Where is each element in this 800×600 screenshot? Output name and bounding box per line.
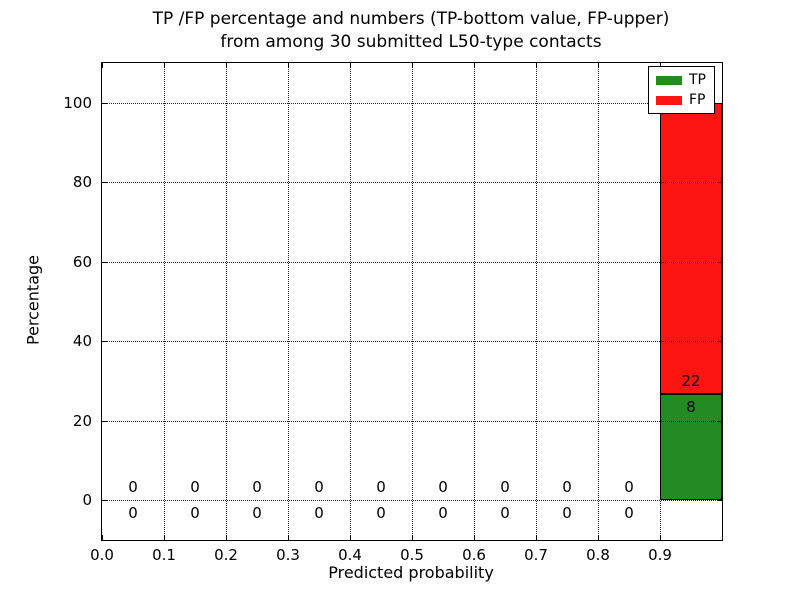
x-tick-label: 0.4 (338, 546, 362, 564)
fp-count-label: 0 (624, 478, 634, 496)
x-tick-label: 0.5 (400, 546, 424, 564)
x-tick-mark-top (536, 63, 537, 68)
y-tick-mark-right (717, 103, 722, 104)
x-tick-mark-bottom (288, 535, 289, 540)
fp-count-label: 22 (681, 372, 701, 390)
tp-count-label: 0 (562, 503, 572, 522)
fp-count-label: 0 (438, 478, 448, 496)
y-tick-mark-left (102, 341, 107, 342)
fp-count-label: 0 (562, 478, 572, 496)
fp-count-label: 0 (252, 478, 262, 496)
y-tick-mark-left (102, 182, 107, 183)
x-tick-mark-bottom (536, 535, 537, 540)
y-tick-label: 40 (72, 332, 92, 351)
x-tick-mark-bottom (164, 535, 165, 540)
x-tick-mark-bottom (474, 535, 475, 540)
x-tick-mark-top (350, 63, 351, 68)
tp-count-label: 0 (624, 503, 634, 522)
legend-item-fp: FP (649, 90, 714, 110)
x-tick-mark-top (288, 63, 289, 68)
legend-item-tp: TP (649, 70, 714, 90)
x-tick-mark-top (660, 63, 661, 68)
x-tick-mark-bottom (226, 535, 227, 540)
legend-label-fp: FP (689, 92, 706, 108)
tp-count-label: 0 (500, 503, 510, 522)
y-tick-label: 80 (72, 173, 92, 192)
y-tick-label: 60 (72, 252, 92, 271)
x-tick-mark-bottom (102, 535, 103, 540)
y-tick-mark-left (102, 421, 107, 422)
fp-count-label: 0 (128, 478, 138, 496)
x-tick-label: 0.6 (462, 546, 486, 564)
tp-count-label: 0 (252, 503, 262, 522)
x-tick-mark-bottom (598, 535, 599, 540)
gridline-vertical (598, 63, 599, 540)
tp-swatch (656, 75, 682, 85)
y-tick-mark-right (717, 500, 722, 501)
gridline-vertical (412, 63, 413, 540)
gridline-vertical (164, 63, 165, 540)
x-tick-mark-top (598, 63, 599, 68)
tp-count-label: 0 (438, 503, 448, 522)
y-tick-mark-left (102, 500, 107, 501)
x-tick-mark-top (412, 63, 413, 68)
x-tick-mark-top (226, 63, 227, 68)
gridline-vertical (226, 63, 227, 540)
gridline-vertical (536, 63, 537, 540)
x-tick-mark-top (164, 63, 165, 68)
y-tick-mark-right (717, 182, 722, 183)
x-tick-label: 0.8 (586, 546, 610, 564)
y-tick-mark-left (102, 103, 107, 104)
chart-title-line2: from among 30 submitted L50-type contact… (220, 32, 602, 52)
x-tick-label: 0.7 (524, 546, 548, 564)
y-tick-label: 100 (63, 93, 92, 112)
bar-segment-tp (660, 394, 722, 501)
tp-count-label: 0 (190, 503, 200, 522)
fp-count-label: 0 (500, 478, 510, 496)
x-tick-label: 0.2 (214, 546, 238, 564)
x-tick-mark-bottom (412, 535, 413, 540)
fp-count-label: 0 (376, 478, 386, 496)
gridline-vertical (350, 63, 351, 540)
plot-area: 0.0 0.1 0.2 0.3 0.4 0.5 0.6 0.7 0.8 0.9 0 20 40 60 80 1… (63, 62, 723, 564)
x-tick-label: 0.9 (648, 546, 672, 564)
x-tick-label: 0.1 (152, 546, 176, 564)
tp-count-label: 8 (686, 397, 696, 416)
y-tick-mark-right (717, 262, 722, 263)
gridline-vertical (660, 63, 661, 540)
x-tick-label: 0.0 (90, 546, 114, 564)
chart-title-line1: TP /FP percentage and numbers (TP-bottom… (152, 9, 670, 29)
x-tick-label: 0.3 (276, 546, 300, 564)
fp-count-label: 0 (190, 478, 200, 496)
y-tick-mark-left (102, 262, 107, 263)
x-tick-mark-top (102, 63, 103, 68)
fp-count-label: 0 (314, 478, 324, 496)
x-tick-mark-top (474, 63, 475, 68)
x-axis-label: Predicted probability (328, 563, 494, 582)
tp-count-label: 0 (128, 503, 138, 522)
bar-segment-fp (660, 102, 722, 395)
y-tick-label: 20 (72, 411, 92, 430)
chart-title: TP /FP percentage and numbers (TP-bottom… (101, 8, 721, 54)
legend-label-tp: TP (689, 72, 706, 88)
gridline-vertical (474, 63, 475, 540)
y-tick-mark-right (717, 341, 722, 342)
y-tick-label: 0 (82, 491, 92, 510)
y-tick-mark-right (717, 421, 722, 422)
tp-count-label: 0 (314, 503, 324, 522)
x-tick-mark-bottom (350, 535, 351, 540)
legend-box: TP FP (648, 66, 715, 114)
fp-swatch (656, 95, 682, 105)
x-tick-mark-bottom (660, 535, 661, 540)
tp-count-label: 0 (376, 503, 386, 522)
gridline-vertical (288, 63, 289, 540)
